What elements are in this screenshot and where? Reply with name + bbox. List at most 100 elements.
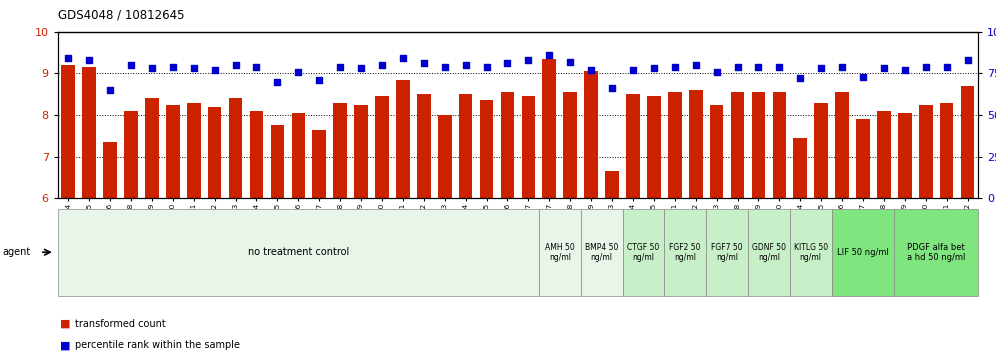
Bar xyxy=(857,119,870,198)
Point xyxy=(751,64,767,70)
Point xyxy=(500,61,516,66)
Bar xyxy=(292,113,305,198)
Bar xyxy=(794,138,807,198)
Bar xyxy=(334,103,347,198)
Bar xyxy=(647,96,660,198)
Text: LIF 50 ng/ml: LIF 50 ng/ml xyxy=(837,248,889,257)
Bar xyxy=(940,103,953,198)
Point xyxy=(688,62,704,68)
Text: agent: agent xyxy=(2,247,30,257)
Bar xyxy=(773,92,786,198)
Text: CTGF 50
ng/ml: CTGF 50 ng/ml xyxy=(627,242,659,262)
Point xyxy=(625,67,641,73)
Bar xyxy=(187,103,200,198)
Point xyxy=(437,64,453,70)
Point xyxy=(270,79,286,85)
Text: FGF7 50
ng/ml: FGF7 50 ng/ml xyxy=(711,242,743,262)
Bar xyxy=(166,105,179,198)
Bar xyxy=(543,59,556,198)
Bar xyxy=(626,94,639,198)
Point xyxy=(584,67,600,73)
Bar xyxy=(731,92,744,198)
Bar xyxy=(62,65,75,198)
Point xyxy=(563,59,579,65)
Bar xyxy=(375,96,388,198)
Point xyxy=(124,62,139,68)
Point xyxy=(793,76,809,81)
Point xyxy=(876,65,892,71)
Point xyxy=(479,64,495,70)
Bar xyxy=(585,72,598,198)
Point xyxy=(918,64,934,70)
Text: BMP4 50
ng/ml: BMP4 50 ng/ml xyxy=(585,242,619,262)
Point xyxy=(897,67,913,73)
Point xyxy=(312,77,328,83)
Bar xyxy=(752,92,765,198)
Bar xyxy=(271,125,284,198)
Point xyxy=(374,62,390,68)
Point xyxy=(165,64,181,70)
Text: transformed count: transformed count xyxy=(75,319,165,329)
Bar xyxy=(710,105,723,198)
Bar xyxy=(83,67,96,198)
Text: ■: ■ xyxy=(60,319,71,329)
Bar xyxy=(459,94,472,198)
Bar xyxy=(208,107,221,198)
Bar xyxy=(250,111,263,198)
Point xyxy=(646,65,662,71)
Point xyxy=(709,69,725,75)
Text: ■: ■ xyxy=(60,340,71,350)
Bar xyxy=(396,80,409,198)
Bar xyxy=(313,130,326,198)
Point xyxy=(186,65,202,71)
Point xyxy=(395,56,411,61)
Point xyxy=(249,64,265,70)
Point xyxy=(333,64,349,70)
Point xyxy=(856,74,872,80)
Bar xyxy=(898,113,911,198)
Bar xyxy=(124,111,137,198)
Point xyxy=(207,67,223,73)
Point xyxy=(354,65,370,71)
Bar xyxy=(815,103,828,198)
Point xyxy=(939,64,955,70)
Bar xyxy=(606,171,619,198)
Point xyxy=(960,57,976,63)
Text: FGF2 50
ng/ml: FGF2 50 ng/ml xyxy=(669,242,701,262)
Point xyxy=(835,64,851,70)
Bar xyxy=(522,96,535,198)
Bar xyxy=(229,98,242,198)
Point xyxy=(144,65,160,71)
Bar xyxy=(417,94,430,198)
Point xyxy=(667,64,683,70)
Text: KITLG 50
ng/ml: KITLG 50 ng/ml xyxy=(794,242,828,262)
Text: PDGF alfa bet
a hd 50 ng/ml: PDGF alfa bet a hd 50 ng/ml xyxy=(907,242,965,262)
Bar xyxy=(919,105,932,198)
Text: GDS4048 / 10812645: GDS4048 / 10812645 xyxy=(58,9,184,22)
Bar xyxy=(480,101,493,198)
Bar xyxy=(501,92,514,198)
Text: no treatment control: no treatment control xyxy=(248,247,349,257)
Point xyxy=(82,57,98,63)
Bar xyxy=(355,105,368,198)
Point xyxy=(103,87,119,93)
Bar xyxy=(961,86,974,198)
Point xyxy=(730,64,746,70)
Point xyxy=(416,61,432,66)
Point xyxy=(228,62,244,68)
Text: AMH 50
ng/ml: AMH 50 ng/ml xyxy=(545,242,575,262)
Bar xyxy=(564,92,577,198)
Point xyxy=(458,62,474,68)
Text: GDNF 50
ng/ml: GDNF 50 ng/ml xyxy=(752,242,786,262)
Bar xyxy=(104,142,117,198)
Point xyxy=(772,64,788,70)
Point xyxy=(521,57,537,63)
Point xyxy=(814,65,830,71)
Bar xyxy=(689,90,702,198)
Point xyxy=(605,86,621,91)
Bar xyxy=(877,111,890,198)
Text: percentile rank within the sample: percentile rank within the sample xyxy=(75,340,240,350)
Bar xyxy=(145,98,158,198)
Bar xyxy=(438,115,451,198)
Bar xyxy=(836,92,849,198)
